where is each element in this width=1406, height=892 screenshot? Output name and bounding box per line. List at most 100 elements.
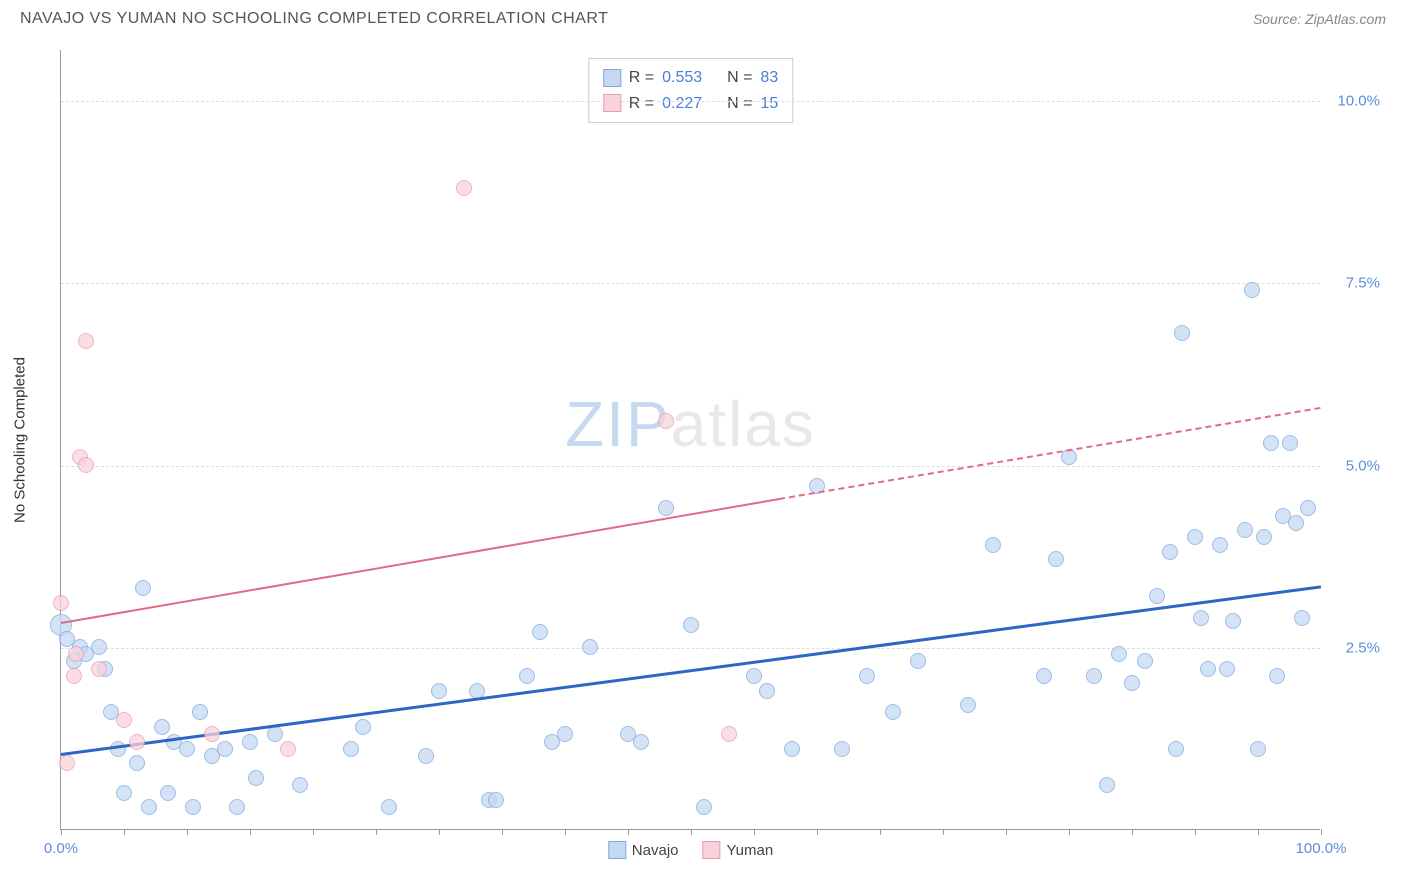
data-point <box>185 799 201 815</box>
x-tick <box>1132 829 1133 835</box>
source-attribution: Source: ZipAtlas.com <box>1253 11 1386 27</box>
data-point <box>355 719 371 735</box>
data-point <box>217 741 233 757</box>
data-point <box>59 755 75 771</box>
trend-line <box>61 586 1321 757</box>
data-point <box>1048 551 1064 567</box>
data-point <box>1263 435 1279 451</box>
x-tick <box>754 829 755 835</box>
data-point <box>683 617 699 633</box>
x-tick <box>313 829 314 835</box>
data-point <box>519 668 535 684</box>
data-point <box>1168 741 1184 757</box>
legend-item: Yuman <box>703 841 774 859</box>
data-point <box>68 646 84 662</box>
data-point <box>280 741 296 757</box>
gridline <box>61 648 1320 649</box>
x-tick <box>250 829 251 835</box>
y-tick-label: 7.5% <box>1346 275 1380 292</box>
data-point <box>204 726 220 742</box>
x-tick <box>943 829 944 835</box>
data-point <box>759 683 775 699</box>
data-point <box>1256 529 1272 545</box>
data-point <box>1244 282 1260 298</box>
data-point <box>1200 661 1216 677</box>
y-tick-label: 10.0% <box>1337 93 1380 110</box>
x-tick <box>124 829 125 835</box>
x-tick <box>376 829 377 835</box>
data-point <box>582 639 598 655</box>
data-point <box>658 500 674 516</box>
x-tick <box>187 829 188 835</box>
y-axis-label: No Schooling Completed <box>12 357 29 523</box>
data-point <box>1137 653 1153 669</box>
data-point <box>885 704 901 720</box>
data-point <box>160 785 176 801</box>
data-point <box>91 661 107 677</box>
data-point <box>985 537 1001 553</box>
data-point <box>135 580 151 596</box>
legend-item: Navajo <box>608 841 679 859</box>
x-tick <box>1321 829 1322 835</box>
data-point <box>1099 777 1115 793</box>
x-tick <box>565 829 566 835</box>
data-point <box>658 413 674 429</box>
data-point <box>1086 668 1102 684</box>
x-tick <box>880 829 881 835</box>
data-point <box>53 595 69 611</box>
data-point <box>633 734 649 750</box>
data-point <box>1193 610 1209 626</box>
data-point <box>1269 668 1285 684</box>
x-tick <box>1006 829 1007 835</box>
legend-swatch <box>703 841 721 859</box>
y-tick-label: 2.5% <box>1346 639 1380 656</box>
data-point <box>116 712 132 728</box>
data-point <box>418 748 434 764</box>
data-point <box>1174 325 1190 341</box>
data-point <box>1212 537 1228 553</box>
legend-swatch <box>603 94 621 112</box>
data-point <box>1225 613 1241 629</box>
x-tick-label: 100.0% <box>1296 840 1347 857</box>
data-point <box>1162 544 1178 560</box>
data-point <box>557 726 573 742</box>
watermark: ZIPatlas <box>565 387 816 461</box>
data-point <box>248 770 264 786</box>
data-point <box>1288 515 1304 531</box>
data-point <box>78 457 94 473</box>
data-point <box>1282 435 1298 451</box>
data-point <box>1111 646 1127 662</box>
legend-swatch <box>603 69 621 87</box>
trend-line <box>779 407 1321 500</box>
data-point <box>129 755 145 771</box>
data-point <box>66 668 82 684</box>
data-point <box>242 734 258 750</box>
data-point <box>1036 668 1052 684</box>
stats-row: R = 0.227 N = 15 <box>603 91 778 117</box>
data-point <box>910 653 926 669</box>
data-point <box>1124 675 1140 691</box>
chart-container: No Schooling Completed ZIPatlas R = 0.55… <box>50 50 1380 830</box>
data-point <box>746 668 762 684</box>
data-point <box>960 697 976 713</box>
trend-line <box>61 498 780 624</box>
data-point <box>1250 741 1266 757</box>
data-point <box>431 683 447 699</box>
data-point <box>78 333 94 349</box>
data-point <box>1300 500 1316 516</box>
data-point <box>834 741 850 757</box>
gridline <box>61 283 1320 284</box>
x-tick <box>502 829 503 835</box>
stats-legend-box: R = 0.553 N = 83R = 0.227 N = 15 <box>588 58 793 123</box>
x-tick-label: 0.0% <box>44 840 78 857</box>
data-point <box>1149 588 1165 604</box>
x-tick <box>691 829 692 835</box>
data-point <box>696 799 712 815</box>
y-tick-label: 5.0% <box>1346 457 1380 474</box>
gridline <box>61 101 1320 102</box>
x-tick <box>628 829 629 835</box>
x-tick <box>817 829 818 835</box>
data-point <box>721 726 737 742</box>
data-point <box>456 180 472 196</box>
data-point <box>1187 529 1203 545</box>
